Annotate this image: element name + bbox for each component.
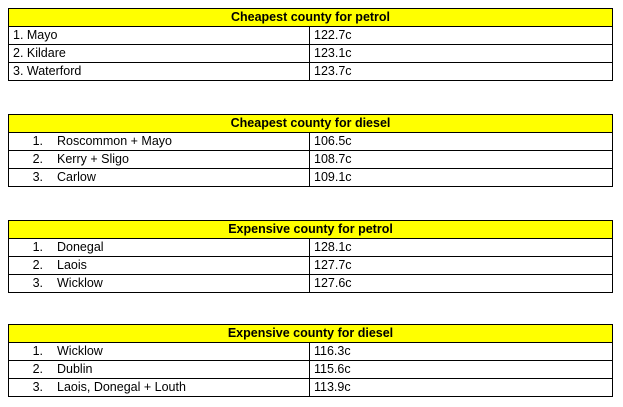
table-header-row: Expensive county for petrol (8, 220, 613, 239)
table-row: 2. Kerry + Sligo 108.7c (8, 150, 614, 169)
table-row: 3. Wicklow 127.6c (8, 274, 613, 293)
rank-number: 2. (32, 258, 43, 272)
table-row: 2. Kildare 123.1c (8, 44, 614, 63)
county-cell: 3. Waterford (8, 62, 310, 81)
county-cell: 3. Wicklow (8, 274, 310, 293)
county-name: Wicklow (57, 344, 103, 358)
table-row: 2. Laois 127.7c (8, 256, 613, 275)
table-row: 1. Wicklow 116.3c (8, 342, 613, 361)
rank-number: 1. (32, 240, 43, 254)
county-cell: 3. Laois, Donegal + Louth (8, 378, 310, 397)
price-cell: 113.9c (309, 378, 613, 397)
table-title: Expensive county for diesel (8, 324, 613, 343)
table-header-row: Expensive county for diesel (8, 324, 613, 343)
table-row: 1. Donegal 128.1c (8, 238, 613, 257)
county-cell: 1. Donegal (8, 238, 310, 257)
rank-number: 2. (32, 152, 43, 166)
table-row: 2. Dublin 115.6c (8, 360, 613, 379)
county-name: Laois (57, 258, 87, 272)
county-name: Kerry + Sligo (57, 152, 129, 166)
county-cell: 1. Roscommon + Mayo (8, 132, 310, 151)
price-cell: 123.7c (308, 62, 614, 81)
table-title: Cheapest county for diesel (7, 114, 614, 133)
price-cell: 127.6c (309, 274, 613, 293)
county-name: Donegal (57, 240, 104, 254)
county-name: Roscommon + Mayo (57, 134, 172, 148)
rank-number: 3. (32, 380, 43, 394)
rank-number: 3. (32, 170, 43, 184)
rank-number: 1. (32, 134, 43, 148)
price-cell: 115.6c (309, 360, 613, 379)
price-cell: 123.1c (308, 44, 614, 63)
table-row: 3. Laois, Donegal + Louth 113.9c (8, 378, 613, 397)
county-name: Carlow (57, 170, 96, 184)
rank-number: 2. (32, 362, 43, 376)
table-header-row: Cheapest county for diesel (7, 114, 614, 133)
expensive-diesel-table: Expensive county for diesel 1. Wicklow 11… (8, 324, 613, 397)
price-cell: 109.1c (308, 168, 614, 187)
rank-number: 3. (32, 276, 43, 290)
cheapest-diesel-table: Cheapest county for diesel 1. Roscommon +… (7, 114, 614, 187)
table-title: Cheapest county for petrol (7, 8, 614, 27)
county-cell: 2. Laois (8, 256, 310, 275)
table-row: 1. Roscommon + Mayo 106.5c (8, 132, 614, 151)
table-row: 3. Waterford 123.7c (8, 62, 614, 81)
table-header-row: Cheapest county for petrol (7, 8, 614, 27)
county-cell: 2. Kerry + Sligo (8, 150, 310, 169)
county-cell: 1. Mayo (8, 26, 310, 45)
table-row: 3. Carlow 109.1c (8, 168, 614, 187)
price-cell: 106.5c (308, 132, 614, 151)
price-cell: 108.7c (308, 150, 614, 169)
county-cell: 2. Dublin (8, 360, 310, 379)
county-cell: 2. Kildare (8, 44, 310, 63)
expensive-petrol-table: Expensive county for petrol 1. Donegal 12… (8, 220, 613, 293)
price-cell: 122.7c (308, 26, 614, 45)
county-name: Wicklow (57, 276, 103, 290)
county-cell: 3. Carlow (8, 168, 310, 187)
county-cell: 1. Wicklow (8, 342, 310, 361)
county-name: Laois, Donegal + Louth (57, 380, 186, 394)
county-name: Dublin (57, 362, 93, 376)
table-row: 1. Mayo 122.7c (8, 26, 614, 45)
price-cell: 116.3c (309, 342, 613, 361)
price-cell: 127.7c (309, 256, 613, 275)
rank-number: 1. (32, 344, 43, 358)
cheapest-petrol-table: Cheapest county for petrol 1. Mayo 122.7… (7, 8, 614, 81)
price-cell: 128.1c (309, 238, 613, 257)
table-title: Expensive county for petrol (8, 220, 613, 239)
